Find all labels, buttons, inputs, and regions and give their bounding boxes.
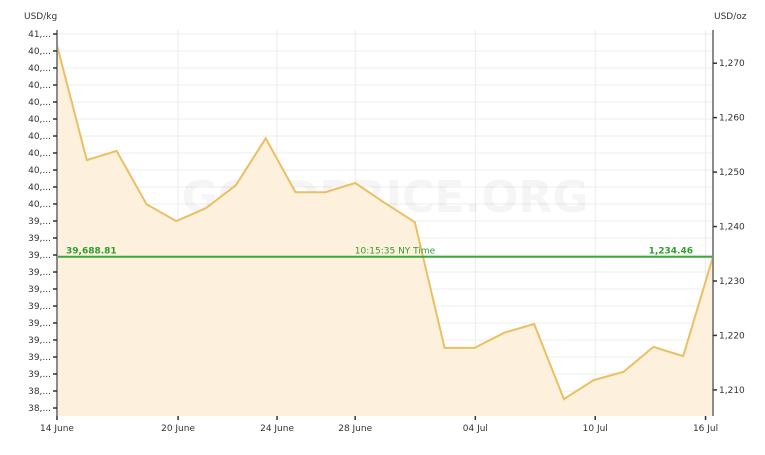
left-tick-label: 39,...: [28, 302, 51, 312]
data-point: [294, 191, 297, 194]
left-tick-label: 39,...: [28, 353, 51, 363]
data-point: [414, 221, 416, 223]
left-tick-label: 40,...: [28, 47, 51, 57]
right-tick-label: 1,210: [719, 386, 745, 396]
x-tick-label: 14 June: [40, 424, 74, 434]
current-price-usd-oz: 1,234.46: [649, 247, 693, 257]
left-tick-label: 39,...: [28, 234, 51, 244]
data-point: [592, 379, 595, 381]
left-tick-label: 39,...: [28, 370, 51, 380]
data-point: [503, 331, 506, 334]
right-tick-label: 1,270: [719, 59, 745, 69]
data-point: [384, 202, 386, 204]
left-tick-label: 39,...: [28, 268, 51, 278]
left-tick-label: 40,...: [28, 115, 51, 125]
data-point: [443, 347, 446, 349]
data-point: [682, 355, 684, 357]
left-tick-label: 41,...: [28, 30, 51, 40]
left-tick-label: 40,...: [28, 64, 51, 74]
data-point: [533, 323, 535, 325]
left-tick-label: 39,...: [28, 217, 51, 227]
x-tick-label: 20 June: [161, 424, 195, 434]
left-tick-label: 40,...: [28, 149, 51, 159]
left-axis-label: USD/kg: [24, 12, 57, 22]
left-tick-label: 39,...: [28, 285, 51, 295]
left-tick-label: 40,...: [28, 166, 51, 176]
data-point: [473, 347, 476, 349]
data-point: [324, 191, 327, 194]
current-time-label: 10:15:35 NY Time: [355, 247, 436, 257]
right-tick-label: 1,240: [719, 223, 745, 233]
x-tick-label: 28 June: [338, 424, 372, 434]
data-point: [115, 150, 118, 152]
data-point: [205, 207, 207, 209]
left-tick-label: 40,...: [28, 183, 51, 193]
data-point: [563, 398, 565, 400]
data-point: [622, 371, 625, 373]
left-tick-label: 39,...: [28, 336, 51, 346]
data-point: [86, 159, 88, 161]
axes: [56, 30, 714, 416]
data-point: [235, 184, 237, 186]
left-tick-label: 38,...: [28, 387, 51, 397]
right-axis-label: USD/oz: [714, 12, 747, 22]
x-tick-label: 24 June: [260, 424, 294, 434]
left-tick-label: 39,...: [28, 319, 51, 329]
left-tick-label: 40,...: [28, 81, 51, 91]
left-tick-label: 40,...: [28, 98, 51, 108]
right-tick-label: 1,260: [719, 114, 745, 124]
left-tick-label: 38,...: [28, 404, 51, 414]
x-tick-label: 04 Jul: [463, 424, 488, 434]
data-point: [264, 137, 267, 140]
left-tick-label: 39,...: [28, 251, 51, 261]
current-price-usd-kg: 39,688.81: [66, 247, 117, 257]
data-point: [354, 182, 356, 184]
data-point: [145, 203, 148, 206]
data-point: [175, 220, 178, 222]
x-tick-label: 10 Jul: [583, 424, 608, 434]
left-tick-label: 40,...: [28, 132, 51, 142]
right-tick-label: 1,220: [719, 331, 745, 341]
price-area: [57, 45, 713, 416]
right-tick-label: 1,230: [719, 277, 745, 287]
x-tick-label: 16 Jul: [693, 424, 718, 434]
left-tick-label: 40,...: [28, 200, 51, 210]
data-point: [652, 346, 655, 348]
right-tick-label: 1,250: [719, 168, 745, 178]
